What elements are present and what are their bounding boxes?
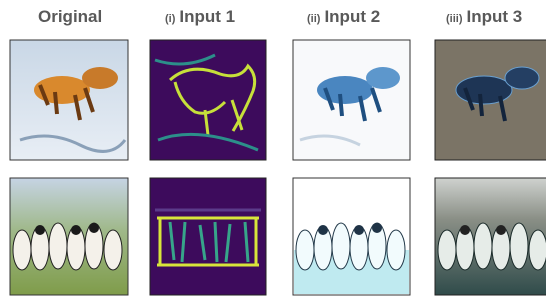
image-input2-dogs [293,178,410,295]
image-grid [0,0,546,299]
image-input3-tigers [435,40,546,160]
image-original-dogs [10,178,128,295]
image-input2-tigers [293,40,410,160]
image-original-tigers [10,40,128,160]
image-input3-dogs [435,178,546,295]
image-input1-dogs [150,178,266,295]
image-input1-tigers [150,40,266,160]
figure: Original (i)Input 1 (ii)Input 2 (iii)Inp… [0,0,546,299]
